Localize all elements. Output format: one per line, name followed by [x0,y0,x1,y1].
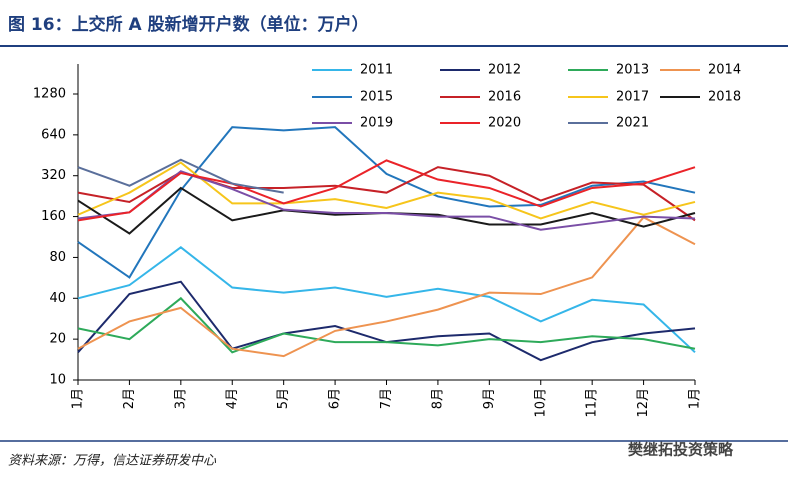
legend-label: 2018 [708,90,741,105]
x-tick-label: 5月 [276,388,291,409]
series-line [77,159,696,222]
x-tick-label: 6月 [328,388,343,409]
series-line [77,170,696,231]
x-tick-label: 4月 [225,388,240,409]
y-tick-label: 80 [49,250,66,265]
legend-label: 2013 [616,63,649,78]
series-line [77,296,696,354]
chart-title: 图 16：上交所 A 股新增开户数（单位：万户） [8,14,369,35]
x-tick-label: 11月 [585,388,600,418]
x-tick-label: 1月 [71,388,86,409]
series-line [77,246,696,354]
series-line [77,158,284,194]
x-tick-label: 2月 [122,388,137,409]
legend-label: 2016 [488,90,521,105]
legend-label: 2012 [488,63,521,78]
y-tick-label: 320 [41,168,66,183]
x-tick-label: 12月 [636,388,651,418]
legend-label: 2017 [616,90,649,105]
x-tick-label: 9月 [482,388,497,409]
legend-label: 2020 [488,116,521,131]
y-tick-label: 160 [41,209,66,224]
x-tick-label: 3月 [173,388,188,409]
x-tick-label: 8月 [430,388,445,409]
y-tick-label: 20 [49,332,66,347]
x-tick-label: 10月 [533,388,548,418]
series-line [77,126,696,279]
watermark: 樊继拓投资策略 [628,441,734,459]
x-tick-label: 7月 [379,388,394,409]
legend-label: 2021 [616,116,649,131]
y-tick-label: 640 [41,127,66,142]
source: 资料来源：万得，信达证券研发中心 [8,454,217,469]
legend-label: 2014 [708,63,741,78]
legend-label: 2015 [360,90,393,105]
series-line [77,216,696,358]
y-tick-label: 10 [49,373,66,388]
y-tick-label: 40 [49,291,66,306]
x-tick-label: 1月 [688,388,703,409]
legend-label: 2011 [360,63,393,78]
y-tick-label: 1280 [33,87,66,102]
series-line [77,161,696,220]
series-line [77,186,696,235]
legend-label: 2019 [360,116,393,131]
